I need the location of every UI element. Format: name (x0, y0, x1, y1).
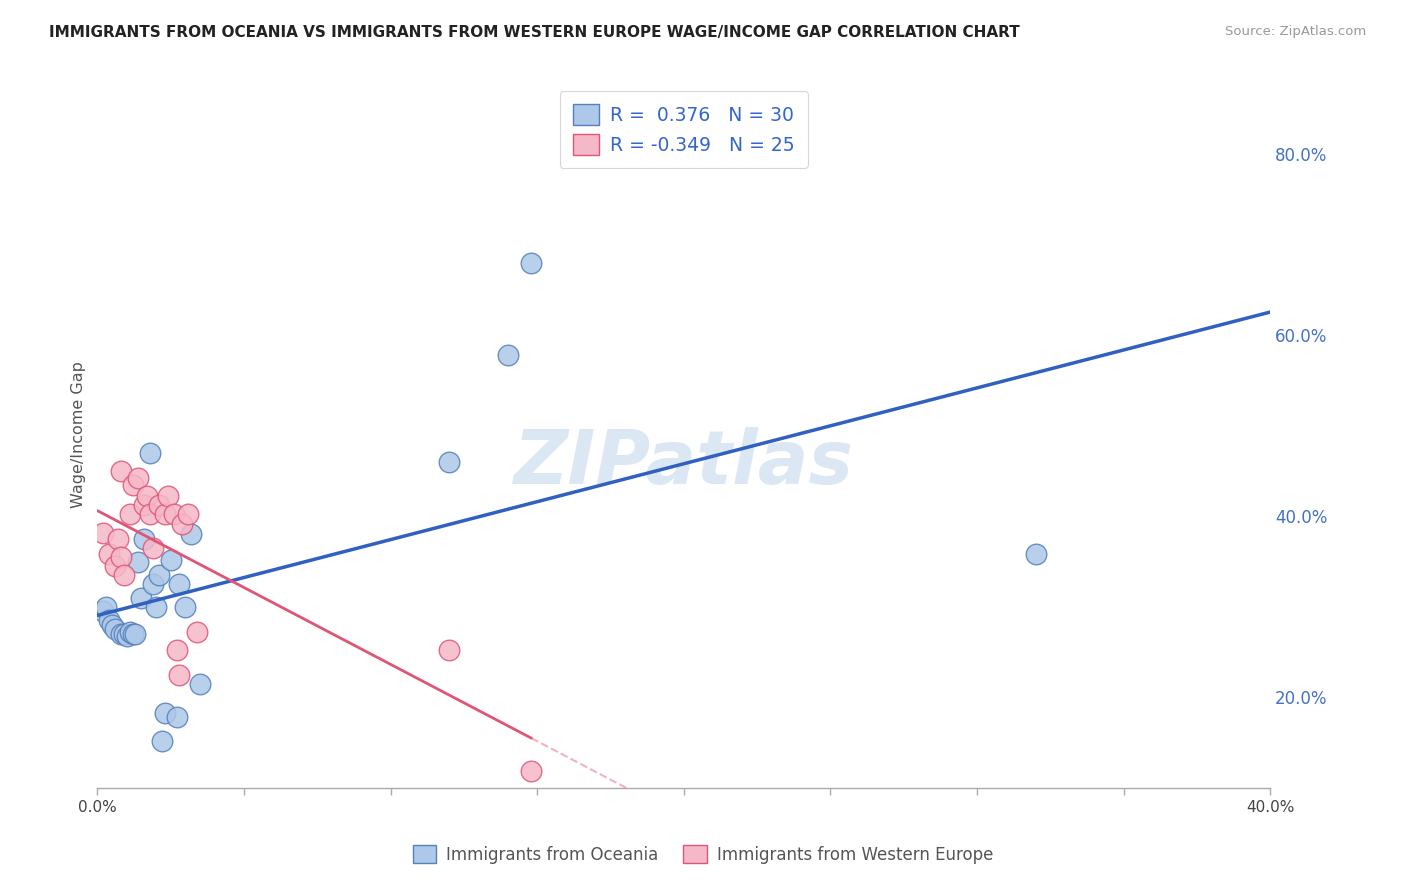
Y-axis label: Wage/Income Gap: Wage/Income Gap (72, 361, 86, 508)
Text: IMMIGRANTS FROM OCEANIA VS IMMIGRANTS FROM WESTERN EUROPE WAGE/INCOME GAP CORREL: IMMIGRANTS FROM OCEANIA VS IMMIGRANTS FR… (49, 25, 1019, 40)
Legend: R =  0.376   N = 30, R = -0.349   N = 25: R = 0.376 N = 30, R = -0.349 N = 25 (560, 91, 808, 168)
Point (1025, 547, 1047, 561)
Legend: Immigrants from Oceania, Immigrants from Western Europe: Immigrants from Oceania, Immigrants from… (406, 838, 1000, 871)
Point (98, 547, 121, 561)
Point (520, 764, 543, 779)
Point (169, 577, 191, 591)
Point (134, 532, 156, 546)
Point (127, 555, 149, 569)
Point (166, 710, 188, 724)
Point (112, 627, 135, 641)
Point (121, 477, 143, 491)
Point (98, 613, 121, 627)
Point (172, 516, 194, 531)
Point (136, 489, 159, 503)
Point (145, 599, 167, 614)
Point (124, 627, 146, 641)
Point (127, 471, 149, 485)
Point (104, 559, 127, 574)
Point (118, 625, 141, 640)
Point (156, 489, 179, 503)
Point (148, 568, 170, 582)
Point (107, 532, 129, 546)
Point (520, 256, 543, 270)
Point (174, 599, 197, 614)
Point (439, 455, 461, 469)
Text: Source: ZipAtlas.com: Source: ZipAtlas.com (1226, 25, 1367, 38)
Point (439, 643, 461, 657)
Point (188, 676, 211, 690)
Point (110, 549, 132, 564)
Point (94, 599, 117, 614)
Point (153, 508, 176, 522)
Point (159, 552, 181, 566)
Point (180, 527, 202, 541)
Point (91, 525, 114, 540)
Point (169, 667, 191, 681)
Point (142, 541, 165, 555)
Point (110, 464, 132, 478)
Point (150, 733, 173, 747)
Text: ZIPatlas: ZIPatlas (513, 426, 853, 500)
Point (101, 618, 124, 632)
Point (134, 499, 156, 513)
Point (110, 627, 132, 641)
Point (153, 706, 176, 720)
Point (186, 625, 208, 640)
Point (148, 499, 170, 513)
Point (162, 508, 184, 522)
Point (112, 568, 135, 582)
Point (166, 643, 188, 657)
Point (139, 508, 162, 522)
Point (139, 446, 162, 460)
Point (177, 508, 200, 522)
Point (115, 629, 138, 643)
Point (131, 591, 153, 605)
Point (142, 577, 165, 591)
Point (118, 508, 141, 522)
Point (104, 623, 127, 637)
Point (496, 348, 519, 362)
Point (91, 604, 114, 618)
Point (121, 627, 143, 641)
